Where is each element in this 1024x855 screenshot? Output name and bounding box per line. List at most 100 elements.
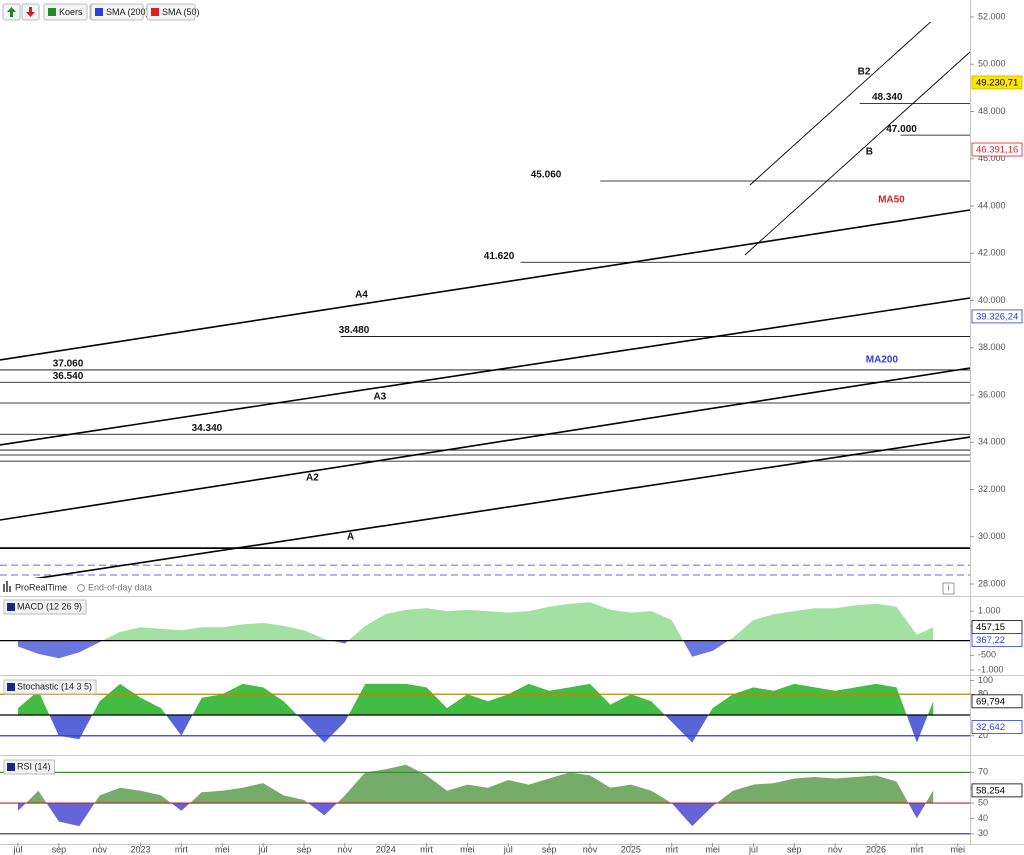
value-box — [971, 142, 1023, 157]
info-icon: i — [948, 584, 950, 593]
trend-label: B2 — [858, 67, 871, 78]
area-below — [18, 640, 934, 659]
panel-title: Stochastic (14 3 5) — [17, 681, 92, 691]
value-label: 39.326,24 — [976, 311, 1018, 322]
y-tick-label: 32.000 — [978, 484, 1006, 494]
value-box — [971, 694, 1023, 709]
panel-title: RSI (14) — [17, 761, 51, 771]
panel-icon — [7, 603, 15, 611]
indicator-plot — [0, 764, 970, 835]
panel-title-box — [3, 759, 56, 775]
info-button[interactable] — [942, 582, 955, 595]
x-tick-label: nov — [828, 844, 843, 854]
value-box — [971, 75, 1023, 90]
x-tick-label: sep — [52, 844, 67, 854]
value-box — [971, 720, 1023, 734]
trend-line — [744, 51, 970, 256]
legend-swatch — [48, 8, 56, 16]
note: End-of-day data — [88, 582, 152, 592]
x-tick-label: jul — [503, 844, 513, 854]
panel-icon — [7, 763, 15, 771]
trend-label: A2 — [306, 473, 319, 484]
x-tick-label: sep — [542, 844, 557, 854]
y-tick-label: 50 — [978, 797, 988, 807]
y-tick-label: -500 — [978, 650, 996, 660]
area-below — [18, 803, 926, 827]
up-arrow-icon — [7, 7, 16, 17]
value-label: 457,15 — [976, 622, 1005, 633]
value-label: 49.230,71 — [976, 77, 1018, 88]
y-tick-label: 20 — [978, 730, 988, 740]
x-tick-label: mei — [215, 844, 230, 854]
source-row: ProRealTime End-of-day data i — [3, 581, 955, 595]
y-tick-label: -1.000 — [978, 664, 1004, 674]
x-tick-label: sep — [297, 844, 312, 854]
y-tick-label: 100 — [978, 675, 993, 685]
legend-label: Koers — [59, 7, 83, 17]
x-tick-label: mrt — [420, 844, 433, 854]
down-arrow-icon — [26, 7, 35, 17]
y-tick-label: 52.000 — [978, 11, 1006, 21]
annotation: MA200 — [866, 355, 899, 366]
value-label: 46.391,16 — [976, 145, 1018, 156]
trend-line — [749, 22, 932, 186]
y-tick-label: 48.000 — [978, 106, 1006, 116]
area-below — [18, 715, 934, 743]
indicator-plot — [0, 602, 970, 659]
x-tick-label: mrt — [175, 844, 188, 854]
panel-title-box — [3, 679, 97, 695]
x-tick-label: mei — [460, 844, 475, 854]
x-tick-label: nov — [338, 844, 353, 854]
trend-line — [0, 367, 970, 521]
y-tick-label: 1.000 — [978, 606, 1001, 616]
y-tick-label: 42.000 — [978, 248, 1006, 258]
annotation: MA50 — [878, 195, 905, 206]
level-label: 38.480 — [339, 325, 370, 336]
trend-label: B — [866, 147, 873, 158]
logo-icon — [3, 581, 11, 592]
x-tick-label: jul — [258, 844, 268, 854]
x-tick-label: nov — [92, 844, 107, 854]
x-tick-label: mei — [950, 844, 965, 854]
y-tick-label: 28.000 — [978, 578, 1006, 588]
x-tick-label: sep — [787, 844, 802, 854]
x-tick-label: 2023 — [131, 844, 151, 854]
x-tick-label: 2026 — [866, 844, 886, 854]
trend-line — [0, 297, 970, 446]
area-above — [18, 764, 934, 804]
panel-title: MACD (12 26 9) — [17, 601, 82, 611]
legend-swatch — [151, 8, 159, 16]
y-tick-label: 80 — [978, 689, 988, 699]
trend-line — [34, 436, 970, 578]
value-box — [971, 633, 1023, 648]
value-label: 58,254 — [976, 785, 1005, 796]
value-label: 367,22 — [976, 635, 1005, 646]
legend-label: SMA (50) — [162, 7, 200, 17]
level-label: 45.060 — [531, 170, 562, 181]
legend-button[interactable] — [90, 3, 144, 21]
value-box — [971, 309, 1023, 324]
level-label: 41.620 — [484, 251, 515, 262]
x-tick-label: jul — [748, 844, 758, 854]
x-tick-label: mrt — [910, 844, 923, 854]
y-tick-label: 40.000 — [978, 295, 1006, 305]
panel-icon — [7, 683, 15, 691]
y-tick-label: 36.000 — [978, 389, 1006, 399]
indicator-plot — [0, 683, 970, 743]
area-above — [102, 602, 934, 641]
level-label: 48.340 — [872, 92, 903, 103]
legend-label: SMA (200) — [106, 7, 149, 17]
value-box — [971, 783, 1023, 798]
level-label: 34.340 — [192, 423, 223, 434]
source: ProRealTime — [15, 582, 67, 592]
level-label: 47.000 — [886, 124, 917, 135]
value-label: 69,794 — [976, 696, 1005, 707]
x-tick-label: nov — [583, 844, 598, 854]
panel-title-box — [3, 599, 87, 615]
level-label: 37.060 — [53, 359, 84, 370]
value-label: 32,642 — [976, 722, 1005, 733]
y-tick-label: 30.000 — [978, 531, 1006, 541]
